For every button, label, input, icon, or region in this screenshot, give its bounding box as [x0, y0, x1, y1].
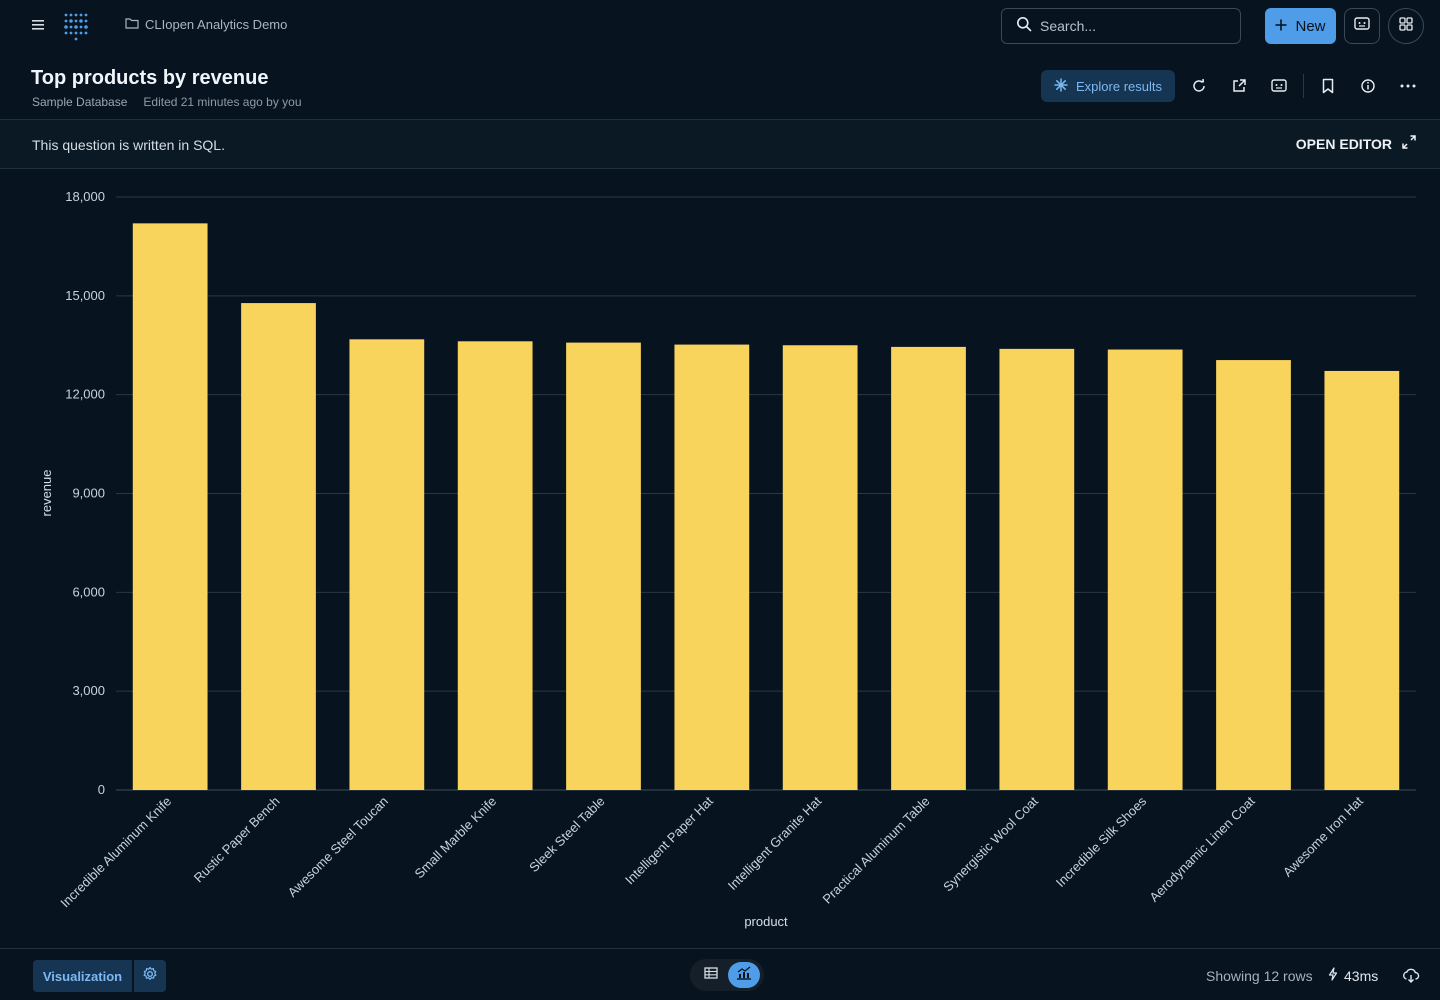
timing-value: 43ms [1344, 967, 1379, 984]
view-toggle [690, 959, 764, 991]
x-tick-label: Awesome Iron Hat [1280, 793, 1366, 879]
bar[interactable] [1107, 349, 1183, 790]
page-title[interactable]: Top products by revenue [31, 67, 269, 89]
collection-breadcrumb[interactable]: CLIopen Analytics Demo [125, 17, 287, 32]
question-meta: Sample Database Edited 21 minutes ago by… [32, 95, 302, 109]
x-tick-label: Awesome Steel Toucan [285, 794, 391, 900]
expand-icon [1402, 135, 1416, 152]
bar[interactable] [566, 342, 641, 790]
table-view-toggle[interactable] [698, 963, 724, 987]
row-count: Showing 12 rows [1206, 968, 1313, 984]
database-link[interactable]: Sample Database [32, 95, 128, 109]
bar[interactable] [349, 339, 425, 790]
search-box[interactable] [1001, 8, 1241, 44]
x-tick-label: Sleek Steel Table [526, 794, 607, 875]
app-logo-icon[interactable] [60, 10, 92, 42]
footer-bar: Visualization Showing 12 rows 43ms [0, 948, 1440, 1000]
y-tick-label: 0 [98, 782, 105, 797]
x-tick-label: Practical Aluminum Table [819, 794, 932, 907]
chat-bot-icon[interactable] [1267, 74, 1291, 98]
open-editor-label: OPEN EDITOR [1295, 135, 1392, 152]
y-tick-label: 15,000 [65, 288, 105, 303]
bar[interactable] [132, 223, 208, 790]
table-icon [704, 966, 718, 984]
bar[interactable] [1216, 360, 1291, 790]
bar[interactable] [241, 303, 316, 790]
y-axis-title: revenue [39, 470, 54, 517]
y-tick-label: 9,000 [72, 486, 105, 501]
top-bar: CLIopen Analytics Demo New [0, 0, 1440, 52]
visualization-button[interactable]: Visualization [33, 960, 132, 992]
metabot-button[interactable] [1344, 8, 1380, 44]
bar[interactable] [891, 346, 966, 790]
more-options-icon[interactable] [1396, 74, 1420, 98]
chat-bot-icon [1354, 16, 1370, 36]
chart-icon [736, 965, 752, 985]
collection-name: CLIopen Analytics Demo [145, 17, 288, 32]
bar-chart: 0 3,000 6,000 9,000 12,000 15,000 18,000 Incre… [39, 189, 1416, 929]
bar[interactable] [674, 344, 750, 790]
refresh-icon[interactable] [1187, 74, 1211, 98]
download-icon[interactable] [1400, 965, 1422, 987]
hamburger-menu-icon[interactable] [28, 14, 50, 36]
query-timing: 43ms [1328, 967, 1378, 984]
edited-info[interactable]: Edited 21 minutes ago by you [143, 95, 302, 109]
sql-notice-bar: This question is written in SQL. OPEN ED… [0, 119, 1440, 169]
y-tick-label: 18,000 [65, 189, 105, 204]
bar[interactable] [782, 345, 858, 790]
visualization-settings-button[interactable] [134, 960, 166, 992]
x-tick-label: Small Marble Knife [412, 794, 500, 882]
grid-icon [1399, 16, 1413, 36]
apps-button[interactable] [1388, 8, 1424, 44]
bookmark-icon[interactable] [1316, 74, 1340, 98]
bar[interactable] [999, 348, 1075, 790]
explore-results-button[interactable]: Explore results [1041, 70, 1175, 102]
x-tick-label: Incredible Aluminum Knife [57, 794, 174, 911]
info-icon[interactable] [1356, 74, 1380, 98]
y-tick-label: 3,000 [72, 683, 105, 698]
y-tick-label: 12,000 [65, 387, 105, 402]
x-tick-label: Aerodynamic Linen Coat [1146, 793, 1258, 905]
x-tick-label: Incredible Silk Shoes [1053, 793, 1150, 890]
chart-view-toggle[interactable] [728, 962, 760, 988]
share-icon[interactable] [1227, 74, 1251, 98]
header-divider [1303, 74, 1304, 98]
search-icon [1016, 16, 1032, 37]
lightning-icon [1328, 967, 1338, 984]
gear-icon [142, 966, 158, 987]
x-tick-label: Intelligent Granite Hat [725, 793, 825, 893]
sparkle-icon [1054, 77, 1068, 95]
x-tick-label: Synergistic Wool Coat [940, 793, 1041, 894]
bar[interactable] [1324, 370, 1400, 790]
plus-icon [1275, 18, 1287, 35]
open-editor-button[interactable]: OPEN EDITOR [1296, 135, 1416, 152]
x-tick-label: Intelligent Paper Hat [622, 793, 716, 887]
new-button-label: New [1295, 17, 1326, 35]
sql-notice-text: This question is written in SQL. [32, 137, 225, 153]
folder-icon [125, 17, 139, 32]
x-axis-title: product [744, 914, 788, 929]
search-input[interactable] [1040, 18, 1220, 34]
explore-results-label: Explore results [1076, 78, 1162, 94]
x-tick-label: Rustic Paper Bench [191, 794, 283, 886]
bar[interactable] [457, 341, 533, 790]
y-tick-label: 6,000 [72, 584, 105, 599]
new-button[interactable]: New [1265, 8, 1336, 44]
